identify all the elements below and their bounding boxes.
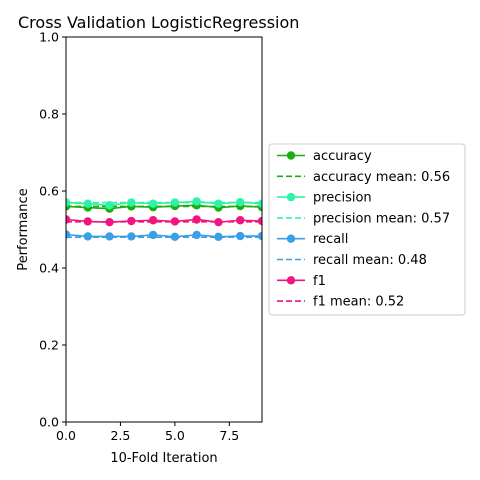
data-point xyxy=(84,200,92,208)
data-point xyxy=(149,231,157,239)
x-tick-label: 5.0 xyxy=(165,428,185,443)
data-point xyxy=(127,217,135,225)
x-tick-label: 2.5 xyxy=(110,428,130,443)
data-point xyxy=(149,216,157,224)
data-point xyxy=(214,233,222,241)
y-tick-label: 0.6 xyxy=(39,184,59,199)
x-tick-label: 7.5 xyxy=(219,428,239,443)
data-point xyxy=(105,232,113,240)
data-point xyxy=(171,198,179,206)
data-point xyxy=(236,198,244,206)
data-point xyxy=(236,216,244,224)
series-f1 xyxy=(62,215,266,226)
legend-label: recall xyxy=(313,232,348,247)
y-tick-label: 0.2 xyxy=(39,338,59,353)
y-axis: 0.0 0.2 0.4 0.6 0.8 1.0 xyxy=(39,30,66,430)
x-tick-label: 0.0 xyxy=(56,428,76,443)
data-point xyxy=(171,217,179,225)
data-point xyxy=(192,215,200,223)
data-point xyxy=(127,198,135,206)
y-tick-label: 0.8 xyxy=(39,107,59,122)
legend: accuracy accuracy mean: 0.56 precision prec… xyxy=(269,144,465,315)
x-axis: 0.0 2.5 5.0 7.5 xyxy=(56,422,239,443)
data-point xyxy=(192,231,200,239)
legend-marker xyxy=(287,151,295,159)
legend-label: f1 mean: 0.52 xyxy=(313,295,404,310)
legend-label: f1 xyxy=(313,274,326,289)
series-layer xyxy=(62,197,266,241)
y-axis-label: Performance xyxy=(16,188,31,270)
series-line xyxy=(66,235,262,237)
legend-label: accuracy xyxy=(313,149,372,164)
legend-marker xyxy=(287,235,295,243)
data-point xyxy=(105,218,113,226)
y-tick-label: 0.0 xyxy=(39,415,59,430)
legend-marker xyxy=(287,193,295,201)
legend-label: precision mean: 0.57 xyxy=(313,211,450,226)
plot-area xyxy=(62,37,266,422)
x-axis-label: 10-Fold Iteration xyxy=(110,451,217,466)
data-point xyxy=(149,200,157,208)
data-point xyxy=(236,232,244,240)
data-point xyxy=(127,232,135,240)
data-point xyxy=(214,200,222,208)
legend-label: precision xyxy=(313,191,372,206)
y-tick-label: 1.0 xyxy=(39,30,59,45)
data-point xyxy=(214,218,222,226)
data-point xyxy=(84,232,92,240)
legend-marker xyxy=(287,276,295,284)
chart-title: Cross Validation LogisticRegression xyxy=(18,13,299,32)
legend-label: accuracy mean: 0.56 xyxy=(313,170,450,185)
y-tick-label: 0.4 xyxy=(39,261,59,276)
data-point xyxy=(192,197,200,205)
plot-frame xyxy=(66,37,262,422)
data-point xyxy=(84,217,92,225)
data-point xyxy=(171,233,179,241)
legend-label: recall mean: 0.48 xyxy=(313,253,427,268)
series-recall xyxy=(62,230,266,241)
data-point xyxy=(105,201,113,209)
